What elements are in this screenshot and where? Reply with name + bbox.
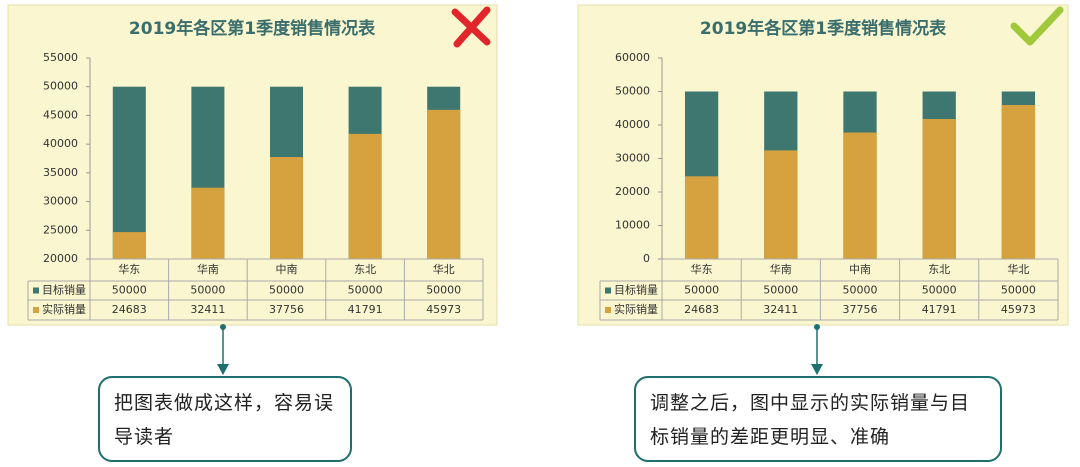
bar — [764, 150, 798, 259]
table-value: 32411 — [763, 303, 798, 316]
y-tick-label: 30000 — [43, 195, 78, 208]
chart-title: 2019年各区第1季度销售情况表 — [700, 18, 947, 39]
table-value: 24683 — [112, 303, 147, 316]
table-value: 41791 — [922, 303, 957, 316]
bar — [684, 176, 719, 259]
y-tick-label: 50000 — [615, 85, 650, 98]
bar — [348, 133, 382, 259]
table-value: 50000 — [684, 284, 719, 297]
legend-swatch — [33, 287, 39, 294]
legend-label: 实际销量 — [614, 302, 658, 316]
table-value: 50000 — [1001, 284, 1036, 297]
table-value: 50000 — [348, 284, 383, 297]
y-tick-label: 35000 — [43, 166, 78, 179]
chart-title: 2019年各区第1季度销售情况表 — [129, 18, 376, 39]
y-tick-label: 10000 — [615, 219, 650, 232]
table-value: 50000 — [112, 284, 147, 297]
bar — [427, 109, 461, 259]
bar — [922, 119, 956, 259]
table-value: 45973 — [1001, 303, 1036, 316]
y-tick-label: 50000 — [43, 80, 78, 93]
y-tick-label: 20000 — [43, 252, 78, 265]
check-icon — [1010, 6, 1064, 46]
legend-label: 实际销量 — [42, 302, 86, 316]
table-value: 37756 — [843, 303, 878, 316]
table-value: 37756 — [269, 303, 304, 316]
x-tick-label: 中南 — [849, 263, 871, 276]
x-tick-label: 华南 — [770, 262, 792, 276]
legend-label: 目标销量 — [614, 283, 658, 297]
x-tick-label: 华东 — [118, 262, 140, 276]
chart-panel — [7, 4, 498, 326]
arrow — [217, 324, 823, 375]
y-tick-label: 55000 — [43, 51, 78, 64]
bar — [1001, 104, 1036, 259]
chart-panel — [577, 4, 1069, 326]
bar — [843, 132, 877, 259]
table-value: 41791 — [348, 303, 383, 316]
cross-icon — [451, 6, 491, 48]
legend-swatch — [605, 287, 611, 294]
legend-label: 目标销量 — [42, 283, 86, 297]
legend-swatch — [33, 307, 39, 313]
table-value: 50000 — [269, 284, 304, 297]
caption-box: 把图表做成这样，容易误导读者 — [98, 376, 352, 462]
y-tick-label: 25000 — [43, 223, 78, 236]
x-tick-label: 华南 — [197, 262, 219, 276]
table-value: 24683 — [684, 303, 719, 316]
x-tick-label: 华东 — [691, 262, 713, 276]
y-tick-label: 60000 — [615, 51, 650, 64]
table-value: 50000 — [843, 284, 878, 297]
x-tick-label: 东北 — [354, 263, 376, 276]
y-tick-label: 30000 — [615, 152, 650, 165]
table-value: 50000 — [426, 284, 461, 297]
y-tick-label: 45000 — [43, 108, 78, 121]
caption-box: 调整之后，图中显示的实际销量与目标销量的差距更明显、准确 — [634, 376, 1002, 462]
bar — [191, 187, 225, 259]
x-tick-label: 中南 — [276, 263, 298, 276]
bar — [269, 157, 304, 259]
bar — [112, 86, 146, 259]
bar — [112, 232, 146, 259]
y-tick-label: 40000 — [43, 137, 78, 150]
x-tick-label: 东北 — [928, 263, 950, 276]
table-value: 45973 — [426, 303, 461, 316]
table-value: 50000 — [763, 284, 798, 297]
table-value: 50000 — [190, 284, 225, 297]
legend-swatch — [605, 307, 611, 313]
table-value: 50000 — [922, 284, 957, 297]
x-tick-label: 华北 — [1007, 262, 1029, 276]
y-tick-label: 20000 — [615, 185, 650, 198]
y-tick-label: 0 — [643, 252, 650, 265]
y-tick-label: 40000 — [615, 118, 650, 131]
x-tick-label: 华北 — [433, 262, 455, 276]
table-value: 32411 — [190, 303, 225, 316]
